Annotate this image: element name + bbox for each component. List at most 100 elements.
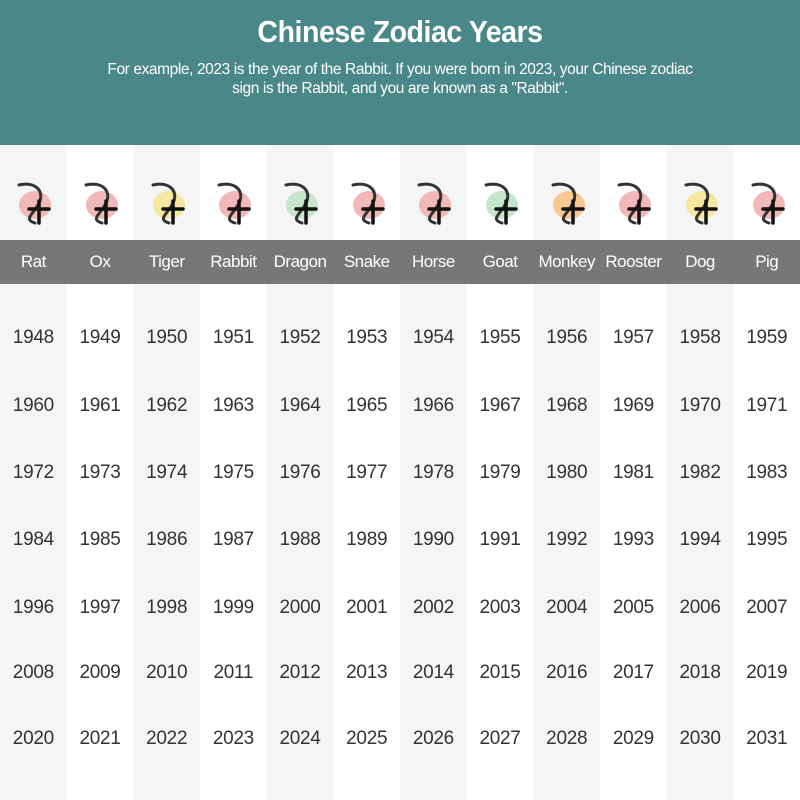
sign-label-bar: Rat Ox Tiger Rabbit Dragon Snake Horse Goat Monk…: [0, 240, 800, 284]
year-cell: 2030: [679, 728, 721, 749]
year-cell: 1964: [279, 395, 321, 416]
year-cell: 2023: [212, 728, 254, 749]
year-cell: 1950: [146, 327, 188, 348]
year-cell: 1982: [679, 462, 721, 483]
year-cell: 2015: [479, 662, 521, 683]
sign-label-monkey: Monkey: [538, 252, 595, 271]
year-cell: 1948: [12, 327, 54, 348]
sign-label-dog: Dog: [685, 252, 715, 271]
year-cell: 2010: [146, 662, 188, 683]
year-cell: 1984: [12, 529, 54, 550]
year-cell: 1975: [212, 462, 254, 483]
year-cell: 2022: [146, 728, 188, 749]
year-cell: 1977: [346, 462, 388, 483]
year-cell: 1961: [79, 395, 121, 416]
year-cell: 1983: [746, 462, 788, 483]
pig-ink-icon: [751, 182, 785, 225]
goat-ink-icon: [484, 182, 519, 225]
year-cell: 2007: [746, 597, 788, 618]
rabbit-ink-icon: [217, 182, 252, 225]
sign-label-snake: Snake: [343, 252, 390, 271]
year-cell: 2008: [12, 662, 54, 683]
ox-ink-icon: [84, 182, 118, 225]
year-cell: 1965: [346, 395, 388, 416]
year-cell: 1980: [546, 462, 588, 483]
year-cell: 2004: [546, 597, 588, 618]
sign-label-ox: Ox: [89, 252, 111, 271]
year-cell: 1979: [479, 462, 521, 483]
year-cell: 1954: [412, 327, 454, 348]
year-cell: 1997: [79, 597, 121, 618]
page-subtitle: For example, 2023 is the year of the Rab…: [107, 61, 693, 97]
sign-label-goat: Goat: [482, 252, 518, 271]
year-cell: 1962: [146, 395, 188, 416]
year-cell: 1978: [412, 462, 454, 483]
sign-label-tiger: Tiger: [148, 252, 185, 271]
year-cell: 1972: [12, 462, 54, 483]
sign-label-dragon: Dragon: [273, 252, 327, 271]
year-cell: 1993: [612, 529, 654, 550]
year-cell: 2016: [546, 662, 588, 683]
year-cell: 1986: [146, 529, 188, 550]
year-cell: 1971: [746, 395, 788, 416]
sign-label-rat: Rat: [20, 252, 46, 271]
year-cell: 2018: [679, 662, 721, 683]
year-cell: 1987: [212, 529, 254, 550]
year-cell: 1976: [279, 462, 321, 483]
year-cell: 1963: [212, 395, 254, 416]
snake-ink-icon: [351, 182, 385, 225]
year-cell: 1995: [746, 529, 788, 550]
year-cell: 1999: [212, 597, 254, 618]
sign-label-horse: Horse: [411, 252, 455, 271]
year-cell: 1955: [479, 327, 521, 348]
year-cell: 1968: [546, 395, 588, 416]
column-snake: 1953 1965 1977 1989 2001 2013 2025: [333, 145, 400, 800]
year-cell: 1990: [412, 529, 454, 550]
year-cell: 1994: [679, 529, 721, 550]
year-cell: 1952: [279, 327, 321, 348]
year-cell: 1951: [212, 327, 254, 348]
column-ox: 1949 1961 1973 1985 1997 2009 2021: [67, 145, 134, 800]
year-cell: 1973: [79, 462, 121, 483]
column-goat: 1955 1967 1979 1991 2003 2015 2027: [467, 145, 534, 800]
year-cell: 2020: [12, 728, 54, 749]
year-cell: 2001: [346, 597, 388, 618]
year-cell: 2006: [679, 597, 721, 618]
tiger-ink-icon: [151, 182, 185, 225]
year-cell: 2021: [79, 728, 121, 749]
year-cell: 1957: [612, 327, 654, 348]
year-cell: 1949: [79, 327, 121, 348]
year-cell: 1956: [546, 327, 588, 348]
monkey-ink-icon: [551, 182, 585, 225]
year-cell: 2017: [612, 662, 654, 683]
year-cell: 1981: [612, 462, 654, 483]
year-cell: 2009: [79, 662, 121, 683]
year-cell: 2031: [746, 728, 788, 749]
year-cell: 1969: [612, 395, 654, 416]
year-cell: 2019: [746, 662, 788, 683]
year-cell: 1974: [146, 462, 188, 483]
year-cell: 1991: [479, 529, 521, 550]
year-cell: 2025: [346, 728, 388, 749]
year-cell: 1992: [546, 529, 588, 550]
year-cell: 1989: [346, 529, 388, 550]
sign-label-rooster: Rooster: [605, 252, 662, 271]
year-cell: 2026: [412, 728, 454, 749]
year-cell: 2012: [279, 662, 321, 683]
year-cell: 1970: [679, 395, 721, 416]
column-pig: 1959 1971 1983 1995 2007 2019 2031: [733, 145, 800, 800]
year-cell: 2027: [479, 728, 521, 749]
sign-label-pig: Pig: [755, 252, 779, 271]
year-cell: 2003: [479, 597, 521, 618]
column-rabbit: 1951 1963 1975 1987 1999 2011 2023: [200, 145, 267, 800]
year-cell: 1985: [79, 529, 121, 550]
header-banner: Chinese Zodiac Years For example, 2023 i…: [0, 0, 800, 145]
sign-label-rabbit: Rabbit: [210, 252, 257, 271]
horse-ink-icon: [417, 182, 452, 225]
dragon-ink-icon: [284, 182, 319, 225]
year-cell: 2014: [412, 662, 454, 683]
year-cell: 1959: [746, 327, 788, 348]
year-cell: 1988: [279, 529, 321, 550]
rooster-ink-icon: [617, 182, 652, 225]
year-cell: 2029: [612, 728, 654, 749]
